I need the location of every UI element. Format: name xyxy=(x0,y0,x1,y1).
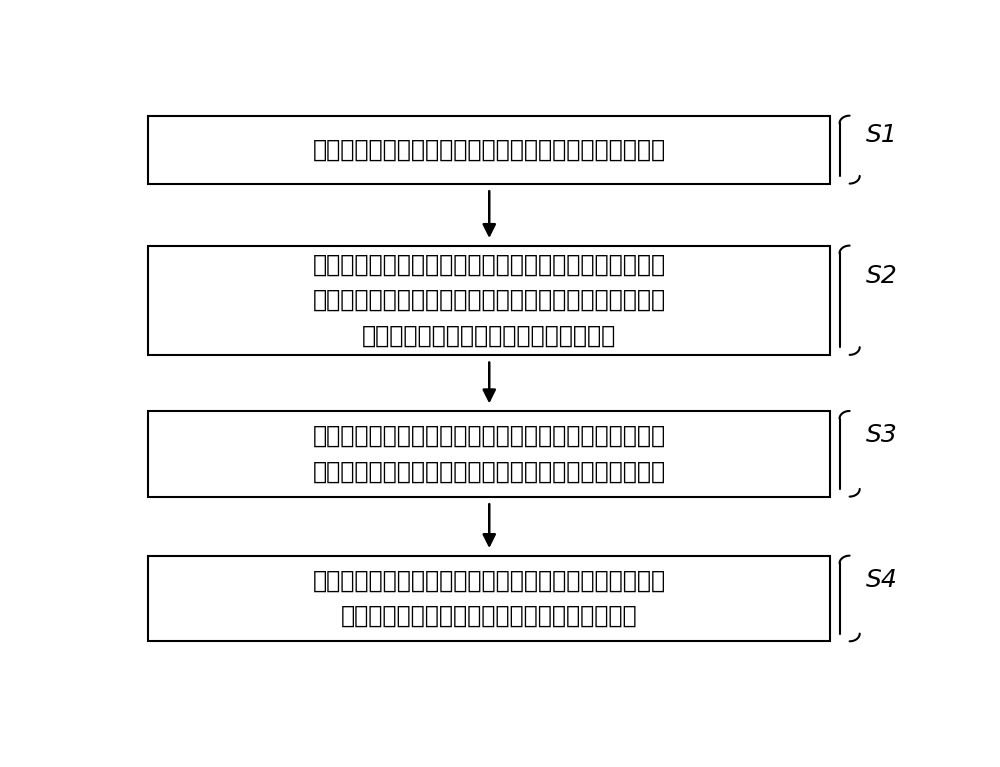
Bar xyxy=(148,411,830,496)
Text: S4: S4 xyxy=(866,568,898,591)
Bar xyxy=(148,116,830,183)
Text: S1: S1 xyxy=(866,123,898,146)
Text: 将目标的相对位置和障碍物的相对位置输入至基因调控网
络模型中进行迭代训练，得到训练好的基因调控网络模型: 将目标的相对位置和障碍物的相对位置输入至基因调控网 络模型中进行迭代训练，得到训… xyxy=(313,424,666,483)
Text: S2: S2 xyxy=(866,264,898,288)
Text: 在群体机器人搜索到目标后，利用群体机器人机载的传感
器对目标周围的环境信息进行探测，获得目标的相对位置
以及目标周围的环境中障碍物的相对位置: 在群体机器人搜索到目标后，利用群体机器人机载的传感 器对目标周围的环境信息进行探… xyxy=(313,253,666,347)
Text: S3: S3 xyxy=(866,423,898,447)
Text: 根据训练好的基因调控网络模型生成群体聚合形态，控制
群体机器人按所述群体聚合形态对目标进行包围: 根据训练好的基因调控网络模型生成群体聚合形态，控制 群体机器人按所述群体聚合形态… xyxy=(313,569,666,628)
Bar xyxy=(148,245,830,355)
Text: 控制群体机器人在未知环境中进行搜索，直到搜索到目标: 控制群体机器人在未知环境中进行搜索，直到搜索到目标 xyxy=(313,137,666,162)
Bar xyxy=(148,555,830,641)
